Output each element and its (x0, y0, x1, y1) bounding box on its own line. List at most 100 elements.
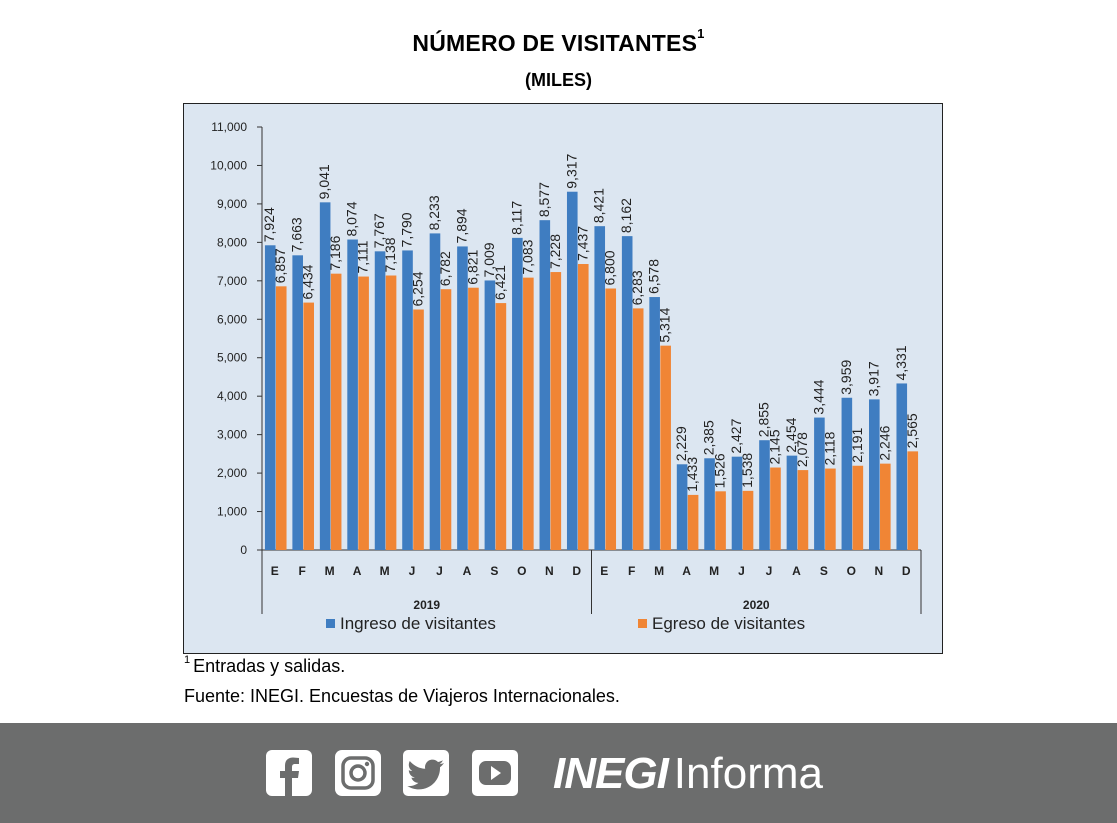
legend-swatch (638, 619, 647, 628)
data-label-egreso: 7,186 (327, 235, 343, 270)
bar-egreso (907, 451, 919, 550)
data-label-egreso: 7,228 (547, 234, 563, 269)
data-label-ingreso: 7,663 (289, 217, 305, 252)
legend-label: Ingreso de visitantes (340, 614, 496, 633)
data-label-egreso: 6,857 (272, 248, 288, 283)
x-category-label: M (654, 564, 664, 578)
bar-egreso (715, 491, 726, 550)
x-category-label: A (682, 564, 691, 578)
x-category-label: J (436, 564, 443, 578)
data-label-ingreso: 8,117 (508, 201, 524, 235)
x-category-label: M (380, 564, 390, 578)
bar-ingreso (347, 239, 358, 550)
x-category-label: M (709, 564, 719, 578)
x-category-label: J (738, 564, 745, 578)
data-label-egreso: 2,145 (766, 429, 782, 464)
bar-ingreso (402, 250, 413, 550)
data-label-egreso: 5,314 (657, 307, 673, 342)
y-tick-label: 8,000 (217, 235, 247, 249)
x-category-label: A (792, 564, 801, 578)
y-tick-label: 10,000 (210, 158, 247, 172)
bar-egreso (495, 303, 507, 550)
bar-ingreso (539, 220, 551, 550)
y-tick-label: 7,000 (217, 274, 247, 288)
bar-egreso (440, 289, 452, 550)
bar-egreso (523, 277, 534, 550)
data-label-ingreso: 2,427 (728, 418, 744, 453)
data-label-ingreso: 7,894 (453, 208, 469, 243)
brand-light: Informa (673, 749, 823, 798)
data-label-egreso: 6,283 (629, 270, 645, 305)
data-label-egreso: 7,111 (355, 240, 371, 273)
bar-ingreso (841, 397, 853, 550)
bar-egreso (797, 470, 809, 550)
data-label-egreso: 6,254 (410, 271, 426, 306)
footer-bar (0, 723, 1117, 823)
data-label-ingreso: 9,041 (316, 164, 332, 199)
instagram-icon[interactable] (335, 750, 381, 796)
data-label-egreso: 1,538 (739, 453, 755, 488)
x-category-label: J (409, 564, 416, 578)
data-label-ingreso: 8,421 (591, 188, 607, 223)
source-note: Fuente: INEGI. Encuestas de Viajeros Int… (184, 686, 620, 706)
data-label-ingreso: 2,454 (783, 417, 799, 452)
data-label-egreso: 2,078 (794, 432, 810, 467)
x-category-label: E (600, 564, 608, 578)
bar-ingreso (484, 280, 496, 550)
bar-ingreso (512, 237, 523, 551)
bar-ingreso (676, 464, 688, 550)
data-label-egreso: 6,421 (492, 265, 508, 300)
x-category-label: J (766, 564, 773, 578)
facebook-icon[interactable] (266, 750, 312, 796)
data-label-egreso: 1,433 (684, 457, 700, 492)
bar-ingreso (704, 458, 715, 550)
chart-title-footnote-mark: 1 (697, 26, 705, 41)
x-category-label: F (628, 564, 635, 578)
data-label-ingreso: 2,229 (673, 426, 689, 461)
data-label-ingreso: 8,577 (536, 182, 552, 217)
bar-egreso (303, 302, 314, 550)
x-category-label: M (325, 564, 335, 578)
bar-egreso (742, 490, 754, 550)
x-category-label: E (271, 564, 279, 578)
bar-egreso (468, 287, 479, 550)
bar-ingreso (896, 383, 908, 550)
footnote: 1 Entradas y salidas. (184, 654, 345, 677)
data-label-ingreso: 9,317 (563, 153, 579, 188)
bar-egreso (385, 275, 397, 550)
bar-ingreso (264, 245, 276, 550)
data-label-ingreso: 3,444 (810, 379, 826, 414)
bar-ingreso (869, 399, 880, 550)
data-label-ingreso: 7,790 (399, 212, 415, 247)
year-group-label: 2020 (743, 598, 770, 612)
brand-strong: INEGI (553, 749, 669, 798)
x-category-label: A (353, 564, 362, 578)
bar-egreso (577, 264, 589, 550)
data-label-ingreso: 7,009 (481, 242, 497, 277)
chart-subtitle: (MILES) (525, 70, 592, 90)
legend-swatch (326, 619, 335, 628)
data-label-ingreso: 2,385 (701, 420, 717, 455)
y-tick-label: 6,000 (217, 312, 247, 326)
data-label-egreso: 7,138 (382, 237, 398, 272)
bar-egreso (632, 308, 644, 550)
data-label-ingreso: 7,924 (261, 207, 277, 242)
twitter-icon[interactable] (403, 750, 449, 796)
data-label-ingreso: 7,767 (371, 213, 387, 248)
bar-egreso (330, 273, 342, 550)
bar-egreso (852, 465, 864, 550)
x-category-label: A (463, 564, 472, 578)
y-tick-label: 5,000 (217, 351, 247, 365)
y-tick-label: 0 (240, 543, 247, 557)
bar-ingreso (292, 255, 303, 550)
bar-egreso (605, 288, 617, 550)
bar-egreso (687, 494, 699, 550)
x-category-label: N (874, 564, 883, 578)
bar-egreso (358, 276, 369, 550)
data-label-ingreso: 8,074 (344, 201, 360, 236)
bar-ingreso (319, 202, 331, 550)
data-label-egreso: 2,118 (821, 431, 837, 465)
youtube-icon[interactable] (472, 750, 518, 796)
bar-ingreso (429, 233, 441, 550)
data-label-ingreso: 3,917 (865, 361, 881, 396)
